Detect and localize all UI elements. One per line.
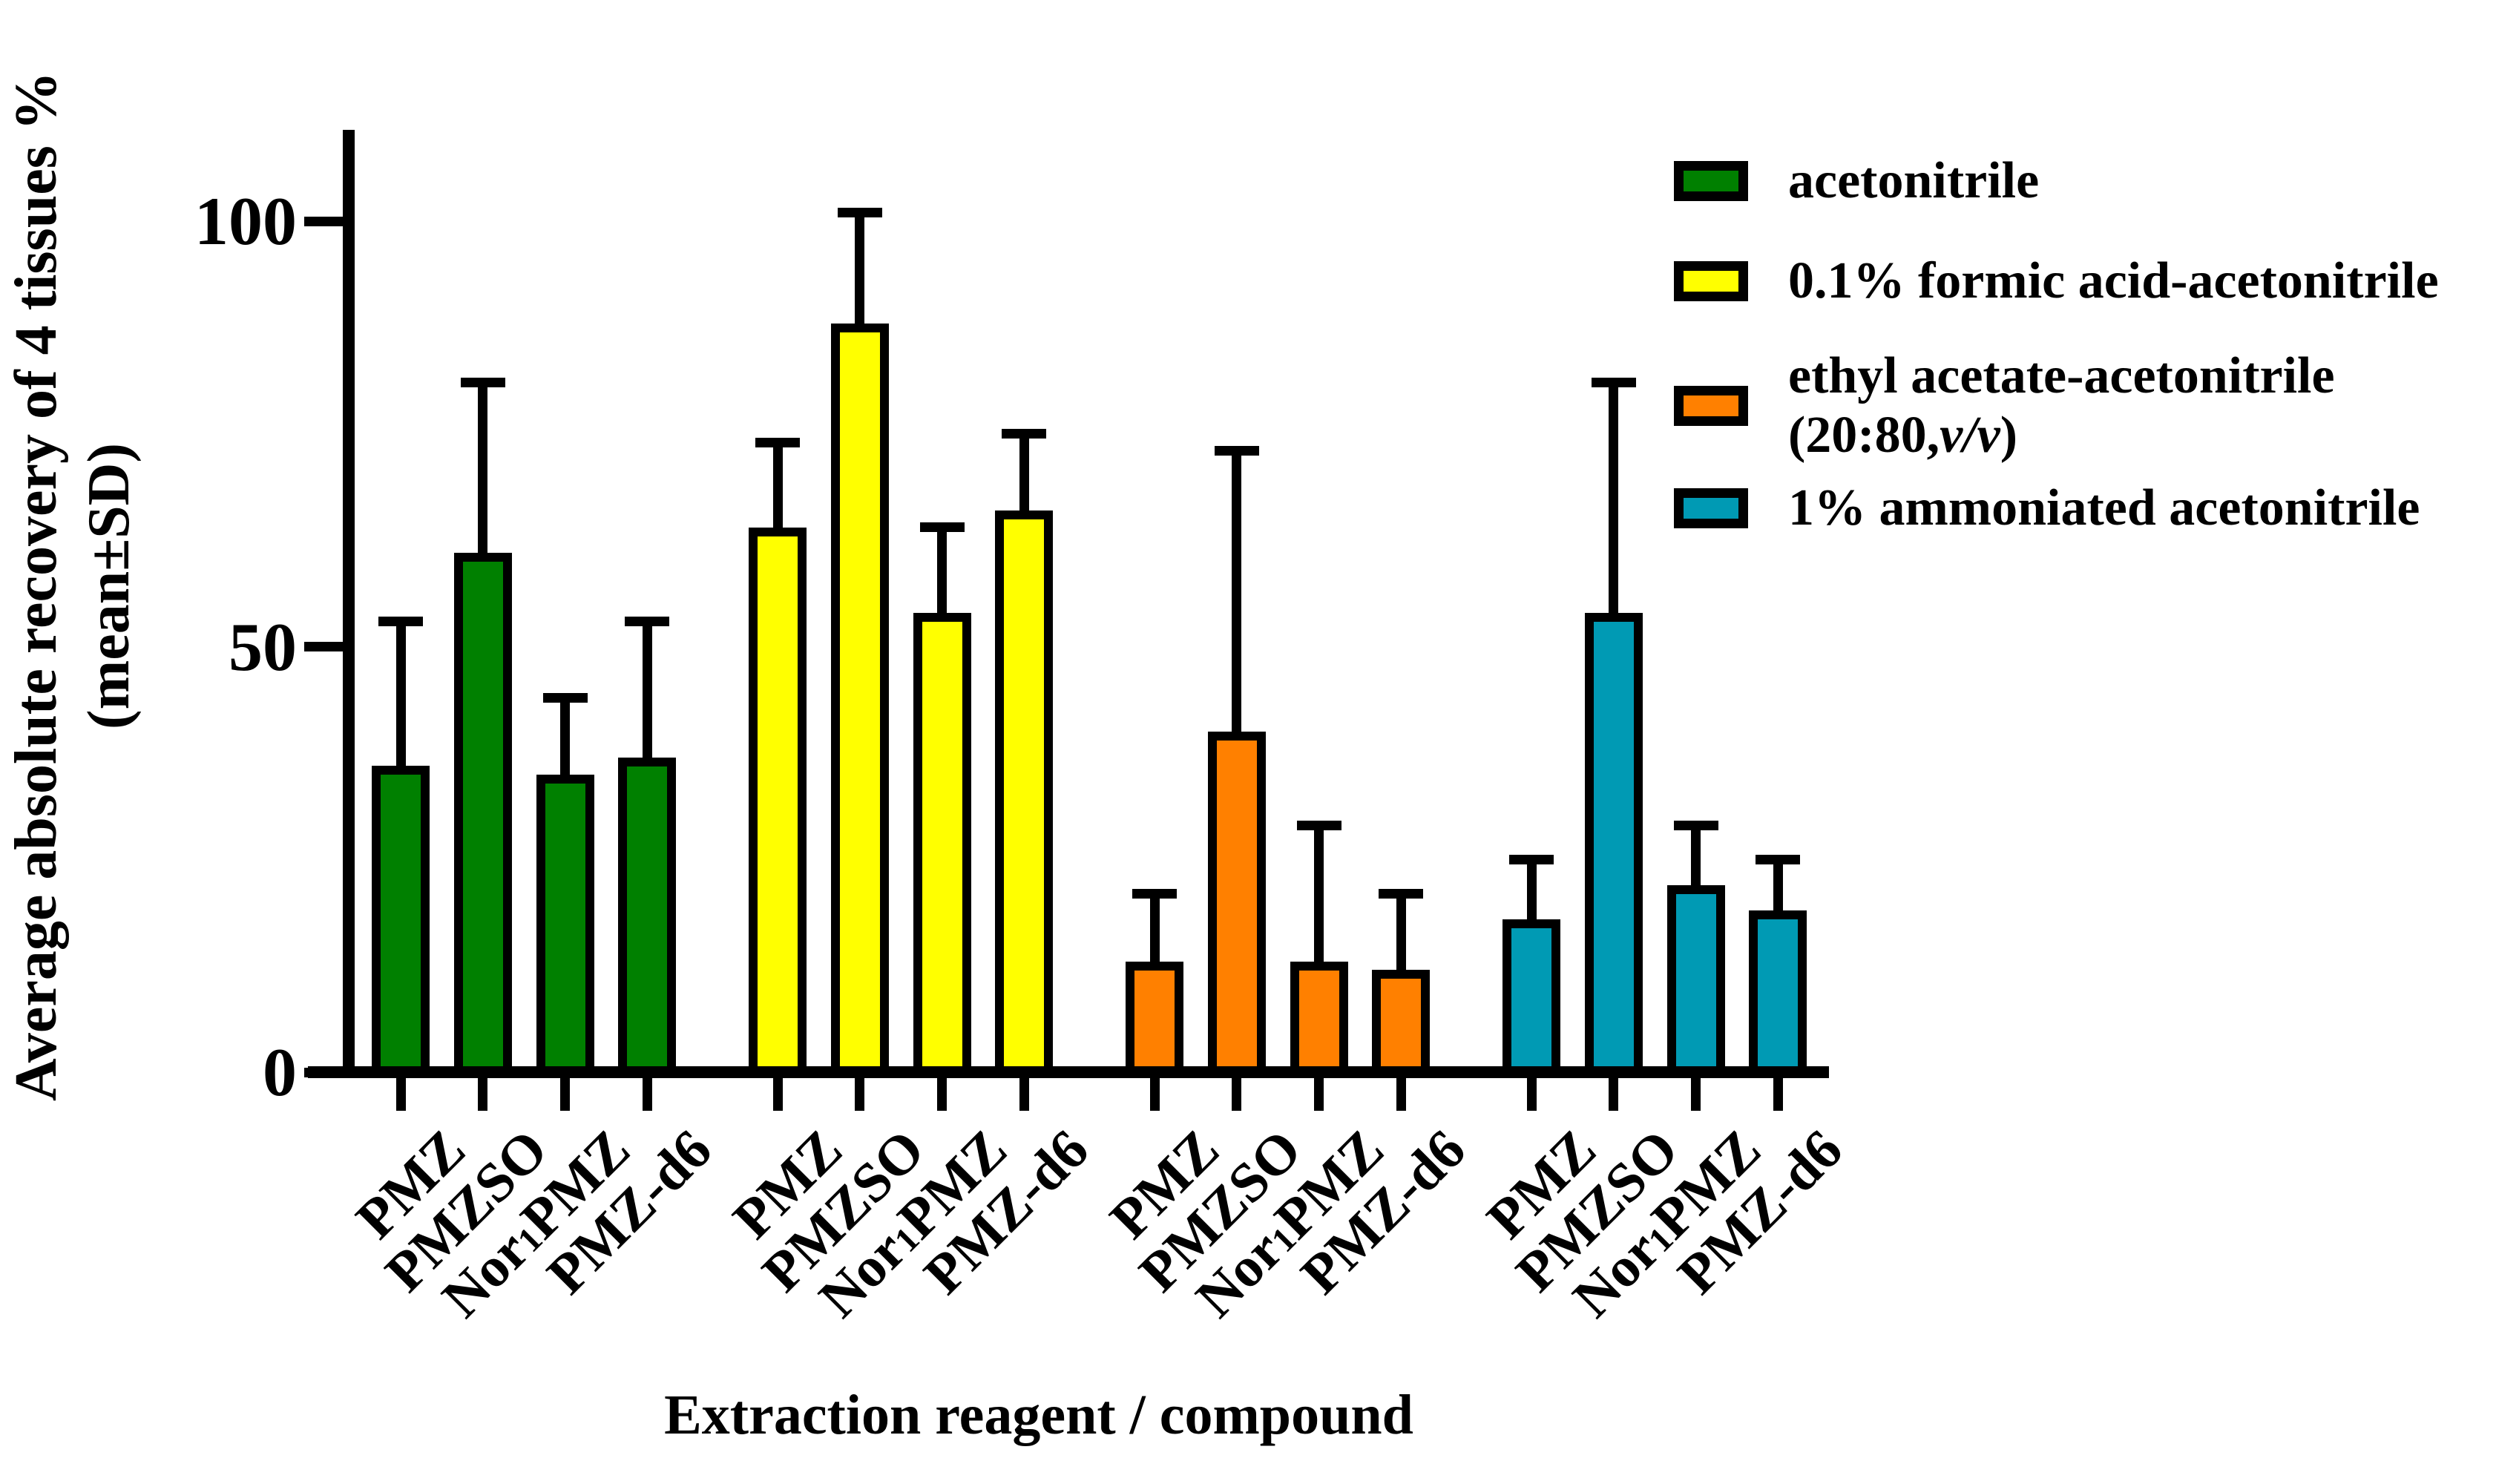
- x-tick: [1019, 1078, 1029, 1111]
- bar-1-ammoniated-acetonitrile-Nor1PMZ: [1666, 884, 1725, 1075]
- error-bar-cap: [1756, 854, 1801, 864]
- bar-ethyl-acetate-acetonitrile-20-80-v-v--PMZSO: [1207, 732, 1266, 1075]
- legend-swatch-icon: [1674, 488, 1748, 528]
- error-bar-stem: [560, 697, 571, 775]
- legend-label: 1% ammoniated acetonitrile: [1788, 479, 2420, 536]
- bar-acetonitrile-PMZ: [372, 766, 430, 1075]
- error-bar-stem: [772, 442, 783, 528]
- y-tick-label-100: 100: [194, 183, 297, 259]
- x-tick: [478, 1078, 488, 1111]
- bar-0-1-formic-acid-acetonitrile-PMZ: [749, 527, 807, 1075]
- error-bar-cap: [1591, 378, 1636, 388]
- x-tick: [1314, 1078, 1324, 1111]
- bar-1-ammoniated-acetonitrile-PMZ: [1502, 919, 1560, 1075]
- x-tick: [1609, 1078, 1619, 1111]
- legend-label: acetonitrile: [1788, 152, 2040, 209]
- bar-acetonitrile-PMZ-d6: [618, 757, 677, 1075]
- x-tick: [937, 1078, 948, 1111]
- legend-label: ethyl acetate-acetonitrile (20:80,v/v): [1788, 347, 2335, 464]
- bar-1-ammoniated-acetonitrile-PMZ-d6: [1749, 910, 1807, 1075]
- error-bar-stem: [1314, 825, 1324, 962]
- error-bar-stem: [642, 621, 652, 758]
- y-axis-title-line1: Average absolute recovery of 4 tissues %: [4, 71, 69, 1101]
- error-bar-cap: [837, 208, 882, 218]
- y-tick-0: [304, 1067, 343, 1077]
- error-bar-cap: [1379, 888, 1424, 899]
- error-bar-cap: [1002, 429, 1047, 439]
- legend-item-1: acetonitrile: [1674, 151, 2039, 211]
- error-bar-cap: [378, 616, 423, 626]
- y-axis-spine: [343, 130, 355, 1078]
- y-tick-100: [304, 216, 343, 226]
- x-tick: [1526, 1078, 1537, 1111]
- x-tick: [772, 1078, 783, 1111]
- bar-acetonitrile-PMZSO: [453, 553, 512, 1075]
- error-bar-stem: [1019, 433, 1029, 510]
- error-bar-cap: [1296, 820, 1341, 830]
- error-bar-stem: [1232, 450, 1242, 732]
- x-tick: [855, 1078, 865, 1111]
- error-bar-cap: [625, 616, 670, 626]
- x-tick: [1232, 1078, 1242, 1111]
- x-axis-title: Extraction reagent / compound: [664, 1384, 1413, 1446]
- error-bar-cap: [919, 522, 965, 533]
- error-bar-cap: [1509, 854, 1554, 864]
- x-tick: [642, 1078, 652, 1111]
- error-bar-cap: [460, 378, 505, 388]
- error-bar-stem: [478, 382, 488, 554]
- legend-item-2: 0.1% formic acid-acetonitrile: [1674, 252, 2439, 311]
- y-axis-title-line2: (mean±SD): [76, 442, 142, 730]
- error-bar-cap: [1132, 888, 1177, 899]
- bar-1-ammoniated-acetonitrile-PMZSO: [1584, 612, 1643, 1075]
- y-axis-title: Average absolute recovery of 4 tissues %…: [0, 0, 148, 1180]
- bar-acetonitrile-Nor1PMZ: [536, 774, 594, 1075]
- error-bar-stem: [937, 527, 948, 613]
- error-bar-stem: [395, 621, 406, 766]
- error-bar-stem: [1773, 859, 1783, 911]
- bar-ethyl-acetate-acetonitrile-20-80-v-v--PMZ: [1126, 961, 1183, 1075]
- bar-ethyl-acetate-acetonitrile-20-80-v-v--Nor1PMZ: [1290, 961, 1348, 1075]
- legend-swatch-icon: [1674, 161, 1748, 201]
- legend-swatch-icon: [1674, 261, 1748, 301]
- x-tick: [1773, 1078, 1783, 1111]
- y-tick-label-0: 0: [263, 1034, 297, 1110]
- x-tick: [1149, 1078, 1160, 1111]
- y-tick-label-50: 50: [229, 608, 297, 685]
- x-tick: [1396, 1078, 1406, 1111]
- x-tick: [560, 1078, 571, 1111]
- legend-label: 0.1% formic acid-acetonitrile: [1788, 252, 2439, 309]
- y-tick-50: [304, 642, 343, 651]
- error-bar-cap: [542, 692, 588, 703]
- error-bar-stem: [1691, 825, 1701, 885]
- error-bar-cap: [755, 437, 800, 447]
- legend-item-4: 1% ammoniated acetonitrile: [1674, 479, 2420, 538]
- error-bar-stem: [1526, 859, 1537, 919]
- error-bar-cap: [1673, 820, 1718, 830]
- bar-0-1-formic-acid-acetonitrile-PMZ-d6: [995, 510, 1054, 1075]
- error-bar-stem: [1396, 893, 1406, 971]
- error-bar-stem: [855, 212, 865, 324]
- bar-ethyl-acetate-acetonitrile-20-80-v-v--PMZ-d6: [1372, 970, 1431, 1075]
- x-tick: [395, 1078, 406, 1111]
- x-axis-spine: [308, 1066, 1829, 1078]
- legend-item-3: ethyl acetate-acetonitrile (20:80,v/v): [1674, 347, 2335, 465]
- error-bar-stem: [1609, 382, 1619, 613]
- error-bar-cap: [1214, 446, 1259, 456]
- bar-0-1-formic-acid-acetonitrile-Nor1PMZ: [913, 612, 971, 1075]
- error-bar-stem: [1149, 893, 1160, 962]
- bar-0-1-formic-acid-acetonitrile-PMZSO: [830, 323, 889, 1075]
- x-tick: [1691, 1078, 1701, 1111]
- legend-swatch-icon: [1674, 386, 1748, 426]
